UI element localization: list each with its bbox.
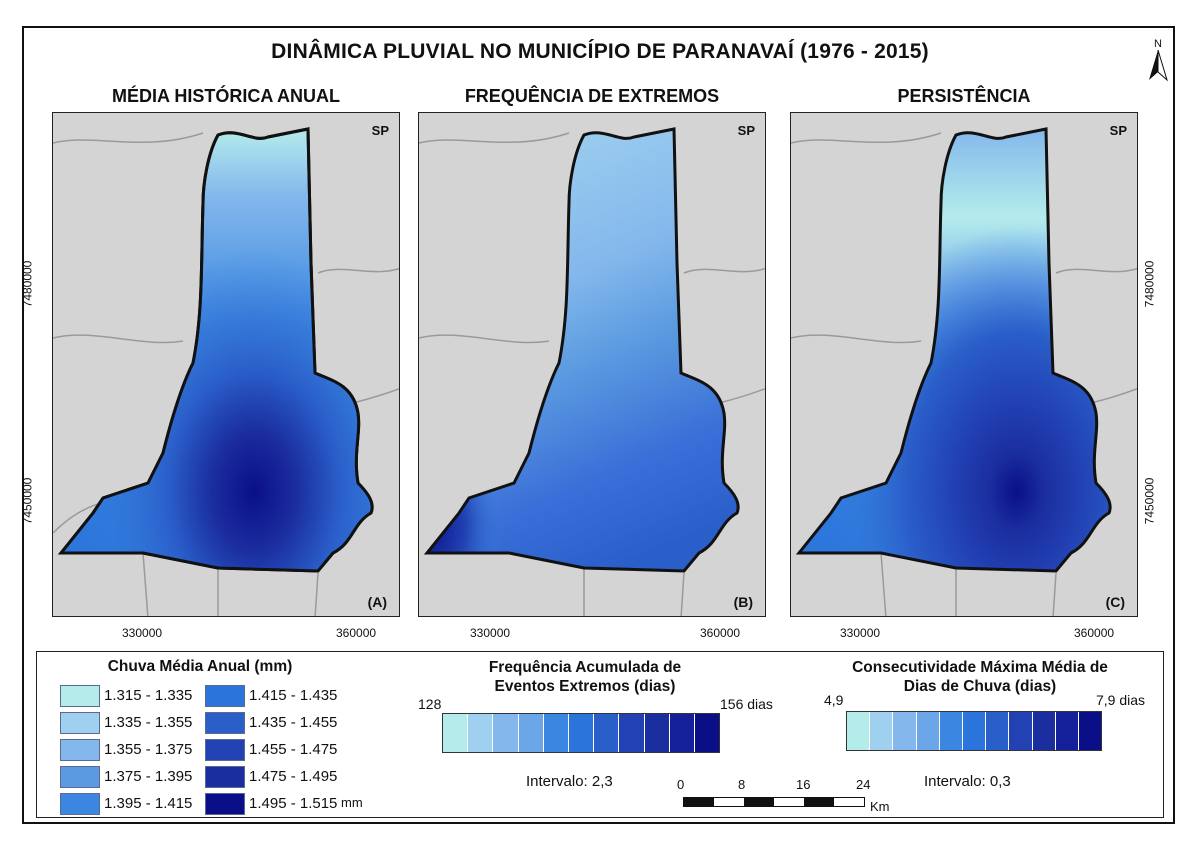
legend-swatch-label: 1.375 - 1.395 bbox=[104, 768, 193, 785]
state-label-sp: SP bbox=[371, 123, 389, 138]
panel-tag-c: (C) bbox=[1105, 594, 1125, 610]
scale-tick-0: 0 bbox=[677, 777, 685, 792]
ramp-class bbox=[594, 714, 620, 752]
y-tick-label: 7480000 bbox=[20, 260, 35, 308]
ramp-class bbox=[986, 712, 1010, 750]
x-tick-label: 330000 bbox=[470, 626, 511, 640]
ramp-class bbox=[916, 712, 940, 750]
legend-swatch bbox=[60, 739, 100, 761]
legend-mean-title: Chuva Média Anual (mm) bbox=[107, 658, 293, 675]
map-frame bbox=[22, 26, 1175, 824]
ramp-class bbox=[694, 714, 720, 752]
map-panel-mean: SP (A) bbox=[52, 112, 400, 617]
legend-persistence-interval: Intervalo: 0,3 bbox=[924, 773, 1011, 790]
x-tick-label: 360000 bbox=[700, 626, 741, 640]
ramp-class bbox=[468, 714, 494, 752]
ramp-class bbox=[619, 714, 645, 752]
x-tick-label: 360000 bbox=[336, 626, 377, 640]
north-label: N bbox=[1154, 38, 1162, 50]
state-label-sp: SP bbox=[1109, 123, 1127, 138]
ramp-class bbox=[443, 714, 469, 752]
panel-title-mean: MÉDIA HISTÓRICA ANUAL bbox=[112, 86, 340, 106]
x-tick-label: 360000 bbox=[1074, 626, 1115, 640]
state-label-sp: SP bbox=[737, 123, 755, 138]
ramp-class bbox=[847, 712, 871, 750]
scale-unit: Km bbox=[870, 799, 890, 814]
ramp-class bbox=[1032, 712, 1056, 750]
legend-swatch bbox=[60, 685, 100, 707]
legend-persistence-title: Consecutividade Máxima Média de Dias de … bbox=[820, 658, 1140, 696]
scale-tick-24: 24 bbox=[856, 777, 871, 792]
legend-extremes-title-line1: Frequência Acumulada de bbox=[488, 659, 682, 676]
north-arrow-icon: N bbox=[1146, 38, 1170, 84]
map-title: DINÂMICA PLUVIAL NO MUNICÍPIO DE PARANAV… bbox=[271, 40, 929, 63]
legend-swatch-label: 1.455 - 1.475 bbox=[249, 741, 338, 758]
legend-persistence-max: 7,9 dias bbox=[1096, 692, 1146, 708]
legend-swatch-label: 1.315 - 1.335 bbox=[104, 687, 193, 704]
scale-bar bbox=[683, 797, 865, 807]
y-tick-label: 7480000 bbox=[1142, 260, 1157, 308]
legend-persistence-title-line1: Consecutividade Máxima Média de bbox=[852, 659, 1108, 676]
y-tick-label: 7450000 bbox=[1142, 477, 1157, 525]
map-panel-persistence: SP (C) bbox=[790, 112, 1138, 617]
legend-swatch-label: 1.395 - 1.415 bbox=[104, 795, 193, 812]
ramp-class bbox=[493, 714, 519, 752]
ramp-class bbox=[669, 714, 695, 752]
ramp-class bbox=[870, 712, 894, 750]
scale-tick-16: 16 bbox=[796, 777, 811, 792]
scale-tick-8: 8 bbox=[738, 777, 746, 792]
panel-tag-b: (B) bbox=[733, 594, 753, 610]
legend-extremes-ramp bbox=[442, 713, 720, 753]
legend-swatch-label: 1.415 - 1.435 bbox=[249, 687, 338, 704]
y-tick-label: 7450000 bbox=[20, 477, 35, 525]
legend-swatch bbox=[205, 685, 245, 707]
legend-swatch-label: 1.435 - 1.455 bbox=[249, 714, 338, 731]
ramp-class bbox=[1078, 712, 1102, 750]
ramp-class bbox=[543, 714, 569, 752]
legend-box bbox=[36, 651, 1164, 818]
legend-extremes-title: Frequência Acumulada de Eventos Extremos… bbox=[430, 658, 740, 696]
legend-swatch bbox=[205, 793, 245, 815]
legend-extremes-min: 128 bbox=[418, 696, 442, 712]
ramp-class bbox=[1009, 712, 1033, 750]
ramp-class bbox=[962, 712, 987, 750]
legend-swatch-label: 1.355 - 1.375 bbox=[104, 741, 193, 758]
legend-swatch-label: 1.475 - 1.495 bbox=[249, 768, 338, 785]
ramp-class bbox=[644, 714, 670, 752]
panel-tag-a: (A) bbox=[367, 594, 387, 610]
ramp-class bbox=[1055, 712, 1079, 750]
legend-swatch bbox=[205, 766, 245, 788]
ramp-class bbox=[939, 712, 963, 750]
x-tick-label: 330000 bbox=[122, 626, 163, 640]
ramp-class bbox=[893, 712, 917, 750]
legend-swatch-label: 1.335 - 1.355 bbox=[104, 714, 193, 731]
legend-swatch bbox=[60, 766, 100, 788]
legend-persistence-ramp bbox=[846, 711, 1102, 751]
legend-persistence-min: 4,9 bbox=[824, 692, 844, 708]
legend-swatch bbox=[205, 712, 245, 734]
legend-extremes-interval: Intervalo: 2,3 bbox=[526, 773, 613, 790]
ramp-class bbox=[518, 714, 544, 752]
legend-swatch bbox=[60, 793, 100, 815]
legend-swatch bbox=[205, 739, 245, 761]
legend-mean-unit: mm bbox=[341, 795, 363, 810]
map-panel-extremes: SP (B) bbox=[418, 112, 766, 617]
panel-title-extremes: FREQUÊNCIA DE EXTREMOS bbox=[464, 86, 720, 106]
panel-title-persistence: PERSISTÊNCIA bbox=[897, 86, 1031, 106]
x-tick-label: 330000 bbox=[840, 626, 881, 640]
legend-persistence-title-line2: Dias de Chuva (dias) bbox=[903, 678, 1057, 695]
legend-extremes-max: 156 dias bbox=[720, 696, 773, 712]
legend-extremes-title-line2: Eventos Extremos (dias) bbox=[494, 678, 676, 695]
legend-swatch bbox=[60, 712, 100, 734]
ramp-class bbox=[568, 714, 595, 752]
legend-swatch-label: 1.495 - 1.515 bbox=[249, 795, 338, 812]
